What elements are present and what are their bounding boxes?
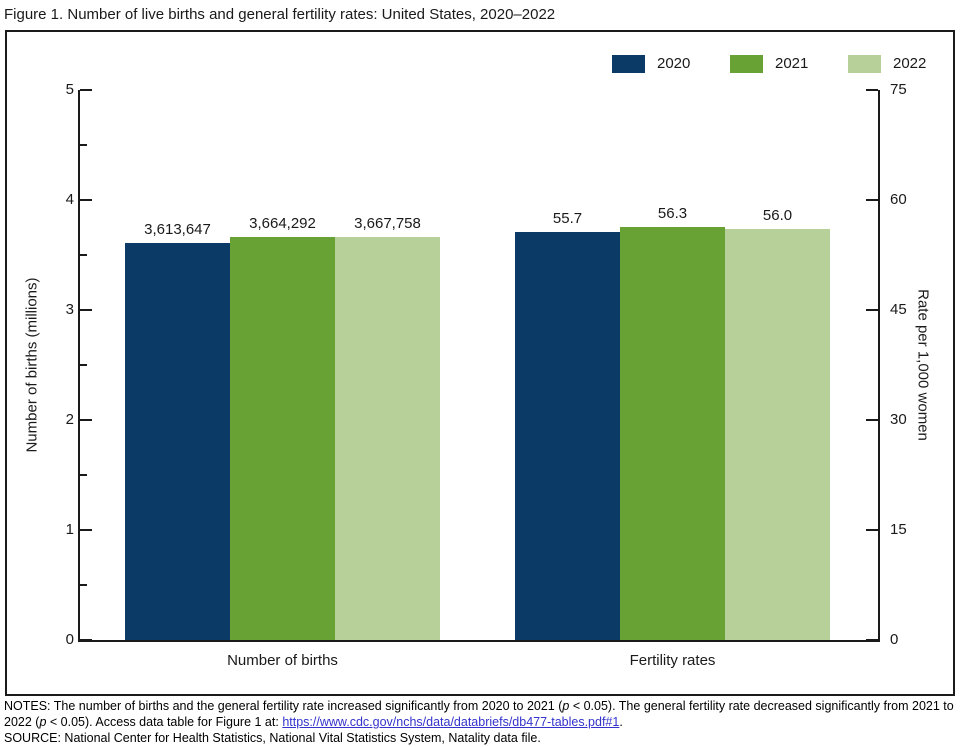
notes-link[interactable]: https://www.cdc.gov/nchs/data/databriefs…	[282, 715, 620, 729]
bar-value-label: 3,664,292	[249, 214, 316, 232]
legend-swatch-2020	[612, 55, 645, 73]
y-axis-left-tick	[80, 309, 92, 311]
figure-notes: NOTES: The number of births and the gene…	[4, 698, 956, 746]
y-axis-right-tick-label: 75	[890, 81, 907, 98]
legend-label-2021: 2021	[775, 55, 809, 72]
chart-box: Number of births (millions) Rate per 1,0…	[5, 30, 955, 696]
y-axis-left-minor-tick	[80, 144, 87, 146]
bar-fertility-rates-2021	[620, 227, 725, 640]
bar-value-label: 56.0	[762, 207, 793, 225]
y-axis-left-minor-tick	[80, 364, 87, 366]
y-axis-left-tick	[80, 199, 92, 201]
source-text: SOURCE: National Center for Health Stati…	[4, 731, 541, 745]
figure-title: Figure 1. Number of live births and gene…	[4, 6, 556, 23]
bar-value-label: 3,613,647	[144, 220, 211, 238]
notes-p-italic: p	[39, 715, 47, 729]
y-axis-left-tick	[80, 419, 92, 421]
bar-fertility-rates-2020	[515, 231, 620, 640]
y-axis-right-tick-label: 60	[890, 191, 907, 208]
legend-swatch-2022	[848, 55, 881, 73]
bar-number-of-births-2022	[335, 236, 440, 640]
y-axis-left-tick-label: 5	[65, 81, 74, 98]
bar-value-label: 3,667,758	[354, 214, 421, 232]
bar-value-label: 55.7	[552, 209, 583, 227]
bar-number-of-births-2021	[230, 236, 335, 640]
legend-swatch-2021	[730, 55, 763, 73]
y-axis-left-line	[78, 90, 80, 640]
y-axis-right-tick	[866, 89, 878, 91]
y-axis-right-tick-label: 30	[890, 411, 907, 428]
y-axis-right-tick	[866, 529, 878, 531]
y-axis-right-tick	[866, 419, 878, 421]
notes-p-italic: p	[562, 699, 570, 713]
y-axis-right-tick	[866, 309, 878, 311]
y-axis-right-tick	[866, 199, 878, 201]
y-axis-left-tick	[80, 639, 92, 641]
y-axis-left-tick	[80, 89, 92, 91]
y-axis-right-tick-label: 0	[890, 631, 899, 648]
y-axis-right-line	[878, 90, 880, 640]
y-axis-left-minor-tick	[80, 474, 87, 476]
y-axis-right-tick-label: 15	[890, 521, 907, 538]
notes-text: .	[619, 715, 623, 729]
legend-label-2022: 2022	[893, 55, 927, 72]
y-axis-left-minor-tick	[80, 254, 87, 256]
y-axis-right-tick	[866, 639, 878, 641]
y-axis-left-tick-label: 4	[65, 191, 74, 208]
legend-label-2020: 2020	[657, 55, 691, 72]
notes-text: < 0.05). The general fertility rate decr…	[4, 699, 954, 729]
y-axis-left-tick	[80, 529, 92, 531]
x-axis-line	[78, 640, 880, 642]
bar-number-of-births-2020	[125, 242, 230, 640]
notes-text: NOTES: The number of births and the gene…	[4, 699, 563, 713]
category-label-fertility-rates: Fertility rates	[629, 652, 716, 669]
y-axis-left-tick-label: 0	[65, 631, 74, 648]
category-label-number-of-births: Number of births	[227, 652, 338, 669]
bar-value-label: 56.3	[657, 205, 688, 223]
y-axis-left-tick-label: 3	[65, 301, 74, 318]
y-axis-left-minor-tick	[80, 584, 87, 586]
y-axis-right-tick-label: 45	[890, 301, 907, 318]
y-axis-left-tick-label: 1	[65, 521, 74, 538]
y-axis-left-tick-label: 2	[65, 411, 74, 428]
bar-fertility-rates-2022	[725, 229, 830, 640]
notes-text: < 0.05). Access data table for Figure 1 …	[46, 715, 283, 729]
